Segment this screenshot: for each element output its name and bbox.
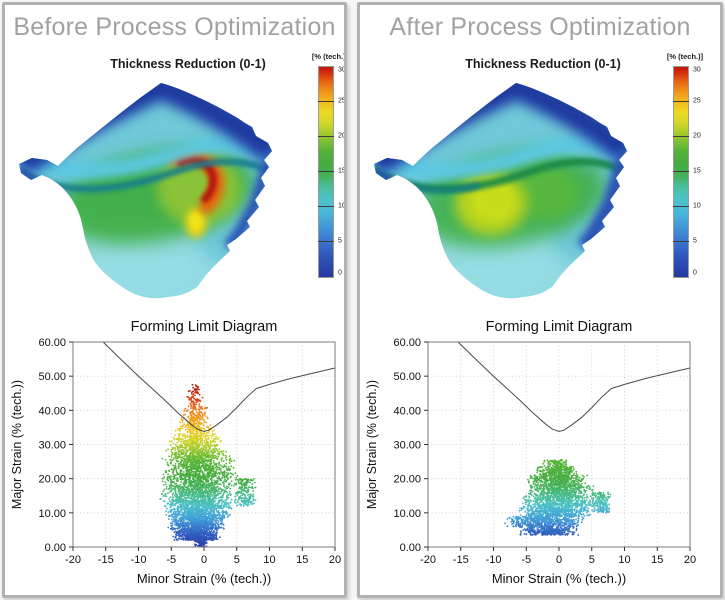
forming-limit-diagram: Forming Limit Diagram -20 -15 -10 -5 0 5 10 15 20…: [5, 307, 344, 595]
axes: -20 -15 -10 -5 0 5 10 15 20 0.00 10.00 20.00 30.00 40…: [38, 337, 341, 566]
fld-title: Forming Limit Diagram: [486, 319, 633, 335]
colorbar-tick-label: 15: [693, 167, 701, 175]
colorbar-tick: [673, 241, 689, 242]
colorbar-unit-label: [% (tech.)]: [666, 52, 704, 61]
svg-text:-15: -15: [98, 554, 114, 566]
colorbar-tick-label: 20: [338, 132, 346, 140]
thickness-plot-label: Thickness Reduction (0-1): [110, 57, 266, 71]
colorbar-tick-label: 0: [693, 269, 697, 277]
panel-title-after: After Process Optimization: [389, 13, 691, 41]
colorbar-tick: [673, 101, 689, 102]
thickness-contour-plot: [374, 83, 627, 299]
svg-text:-20: -20: [65, 554, 81, 566]
svg-text:-5: -5: [166, 554, 176, 566]
colorbar-tick-label: 30: [338, 66, 346, 74]
scatter-points: [159, 383, 257, 547]
svg-text:20.00: 20.00: [38, 474, 66, 486]
colorbar-tick: [673, 136, 689, 137]
sheet-contour: [374, 83, 627, 299]
fld-title: Forming Limit Diagram: [131, 319, 278, 335]
colorbar: [% (tech.)] 30 25 20 15 10 5 0: [301, 52, 347, 294]
colorbar-tick: [318, 206, 334, 207]
colorbar-tick: [318, 171, 334, 172]
colorbar-unit-label: [% (tech.)]: [311, 52, 347, 61]
fld-chart-after: Forming Limit Diagram -20 -15 -10 -5 0 5 10 15 20…: [365, 319, 696, 586]
y-axis-label: Major Strain (% (tech.)): [365, 380, 379, 509]
colorbar-tick-label: 5: [338, 237, 342, 245]
svg-text:20: 20: [329, 554, 341, 566]
colorbar-gradient: [318, 66, 334, 278]
svg-text:60.00: 60.00: [38, 337, 66, 349]
panel-title-before: Before Process Optimization: [13, 13, 336, 41]
colorbar-gradient: [673, 66, 689, 278]
colorbar-tick-label: 30: [693, 66, 701, 74]
colorbar-tick-label: 10: [693, 202, 701, 210]
thickness-plot-label: Thickness Reduction (0-1): [465, 57, 621, 71]
axes: -20 -15 -10 -5 0 5 10 15 200.0010.0020.0030.0040…: [393, 337, 696, 566]
colorbar-tick-label: 5: [693, 237, 697, 245]
svg-text:50.00: 50.00: [38, 371, 66, 383]
scatter-points: [504, 459, 612, 536]
colorbar-tick: [318, 136, 334, 137]
svg-text:0.00: 0.00: [45, 542, 66, 554]
y-axis-label: Major Strain (% (tech.)): [10, 380, 24, 509]
colorbar-tick-label: 25: [338, 97, 346, 105]
panel-before: Before Process Optimization Thickness Re…: [2, 2, 347, 598]
thickness-contour-plot: [19, 83, 272, 299]
svg-text:-10: -10: [131, 554, 147, 566]
colorbar-tick-label: 10: [338, 202, 346, 210]
colorbar-tick: [673, 171, 689, 172]
svg-text:10.00: 10.00: [38, 508, 66, 520]
colorbar-tick-label: 15: [338, 167, 346, 175]
svg-text:30.00: 30.00: [38, 440, 66, 452]
svg-text:40.00: 40.00: [38, 405, 66, 417]
forming-limit-diagram: Forming Limit Diagram -20 -15 -10 -5 0 5 10 15 20…: [360, 307, 705, 595]
x-axis-label: Minor Strain (% (tech.)): [492, 571, 626, 586]
forming-limit-curve: [102, 341, 336, 433]
svg-text:5: 5: [234, 554, 240, 566]
svg-text:10: 10: [263, 554, 275, 566]
colorbar-tick-label: 25: [693, 97, 701, 105]
sheet-contour: [19, 83, 272, 299]
colorbar-tick: [673, 206, 689, 207]
colorbar: [% (tech.)] 30 25 20 15 10 5 0: [656, 52, 714, 294]
forming-limit-curve: [457, 341, 691, 433]
colorbar-tick-label: 20: [693, 132, 701, 140]
colorbar-tick: [318, 241, 334, 242]
colorbar-tick-label: 0: [338, 269, 342, 277]
svg-text:15: 15: [296, 554, 308, 566]
x-axis-label: Minor Strain (% (tech.)): [137, 571, 271, 586]
fld-chart-before: Forming Limit Diagram -20 -15 -10 -5 0 5 10 15 20…: [10, 319, 341, 586]
svg-text:0: 0: [201, 554, 207, 566]
panel-after: After Process Optimization Thickness Red…: [357, 2, 723, 598]
colorbar-tick: [318, 101, 334, 102]
